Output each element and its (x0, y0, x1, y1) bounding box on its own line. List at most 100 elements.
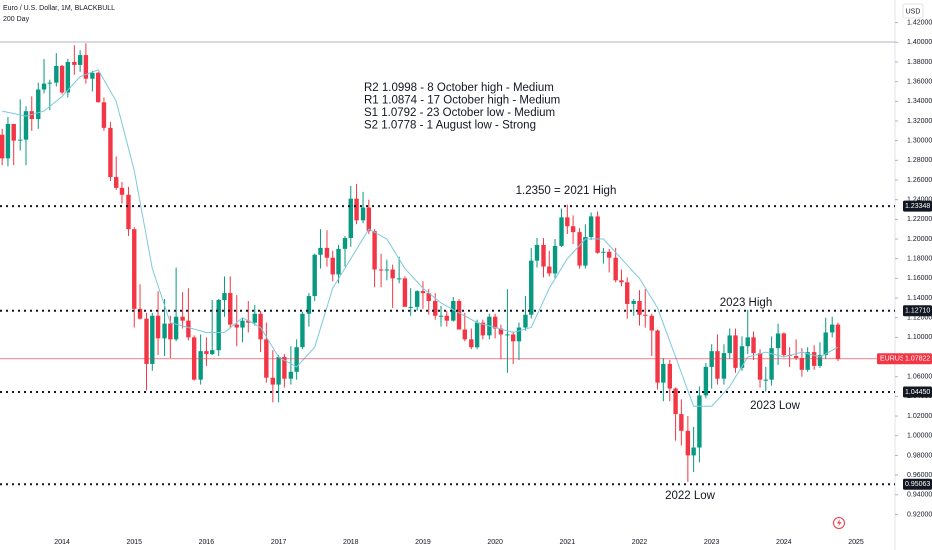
candle-body (384, 269, 390, 271)
candle-body (173, 316, 179, 340)
candle-body (126, 194, 131, 230)
y-tick-label: 0.98000 (907, 452, 932, 459)
y-tick-label: 1.22000 (907, 216, 932, 223)
candle-body (823, 332, 828, 356)
x-tick-label: 2020 (487, 539, 503, 546)
candle-body (745, 337, 750, 347)
candle-body (324, 247, 330, 258)
candle-body (817, 355, 823, 366)
candle-body (108, 127, 113, 178)
candle-body (18, 139, 23, 141)
candle-body (282, 357, 287, 379)
candle-body (619, 280, 624, 283)
candle-body (258, 313, 263, 340)
candle-body (396, 278, 402, 280)
candle-body (456, 300, 462, 330)
annotation: 1.2350 = 2021 High (516, 185, 617, 197)
annotation: R2 1.0998 - 8 October high - Medium (364, 82, 554, 94)
level-label-box (903, 200, 932, 212)
y-tick-label: 1.16000 (907, 275, 932, 282)
x-tick-label: 2018 (343, 539, 359, 546)
chart-title: Euro / U.S. Dollar, 1M, BLACKBULL (3, 5, 115, 12)
symbol-label: EURUSD (880, 356, 910, 363)
candle-body (799, 358, 805, 370)
candle-body (95, 72, 101, 103)
x-tick-label: 2019 (415, 539, 431, 546)
candle-body (547, 266, 552, 274)
candle-body (246, 320, 251, 323)
candle-body (510, 334, 516, 342)
candle-body (137, 308, 143, 319)
alert-icon[interactable] (833, 517, 845, 529)
candle-body (132, 229, 137, 309)
y-tick-label: 1.36000 (907, 78, 932, 85)
candle-body (294, 347, 299, 372)
indicator-label: 200 Day (3, 16, 30, 23)
candle-body (234, 324, 239, 328)
currency: USD (906, 8, 921, 15)
candle-body (462, 329, 468, 340)
candle-body (306, 296, 312, 314)
symbol-box (877, 353, 904, 365)
y-tick-label: 1.12000 (907, 315, 932, 322)
annotation: 2022 Low (665, 490, 716, 502)
annotation: S1 1.0792 - 23 October low - Medium (364, 107, 555, 119)
candle-body (270, 377, 276, 385)
y-tick-label: 1.24000 (907, 197, 932, 204)
annotation: S2 1.0778 - 1 August low - Strong (364, 120, 536, 132)
candle-body (54, 65, 59, 83)
candle-body (679, 414, 684, 431)
candle-body (23, 111, 29, 140)
candle-body (276, 357, 281, 385)
candle-body (47, 82, 53, 84)
level-label: 1.12710 (905, 308, 930, 315)
y-tick-label: 1.40000 (907, 39, 932, 46)
candle-body (451, 300, 456, 321)
y-tick-label: 1.06000 (907, 374, 932, 381)
candle-body (588, 216, 594, 238)
candle-body (144, 318, 149, 364)
candle-body (150, 315, 155, 364)
candle-body (444, 315, 449, 321)
candle-body (360, 207, 366, 221)
candle-body (210, 350, 215, 355)
candle-body (703, 366, 709, 396)
y-tick-label: 1.38000 (907, 59, 932, 66)
candle-body (523, 314, 528, 328)
candle-body (516, 327, 522, 342)
candle-body (155, 315, 161, 339)
y-tick-label: 1.30000 (907, 137, 932, 144)
candle-body (336, 248, 341, 275)
candle-body (426, 293, 431, 301)
y-tick-label: 0.94000 (907, 492, 932, 499)
candle-body (438, 315, 444, 317)
last-price-label: 1.07822 (905, 356, 930, 363)
candle-body (559, 217, 564, 246)
candle-body (763, 379, 769, 381)
candle-body (204, 351, 209, 355)
candle-body (29, 111, 34, 120)
candle-body (59, 65, 65, 93)
candle-body (805, 352, 810, 370)
candle-body (643, 314, 648, 316)
y-tick-label: 1.18000 (907, 256, 932, 263)
last-price-box (903, 353, 932, 365)
x-tick-label: 2016 (199, 539, 215, 546)
currency-box[interactable] (902, 3, 924, 19)
y-tick-label: 1.32000 (907, 118, 932, 125)
candle-body (541, 244, 546, 267)
candle-body (480, 322, 486, 336)
candle-body (721, 353, 727, 379)
candle-body (469, 339, 474, 348)
candle-body (793, 356, 799, 359)
candle-body (534, 244, 540, 261)
y-tick-label: 1.34000 (907, 98, 932, 105)
candle-body (835, 324, 841, 360)
candle-body (685, 430, 691, 456)
candle-body (36, 89, 41, 120)
candle-body (366, 207, 372, 232)
candle-body (318, 247, 323, 255)
candle-body (402, 278, 408, 307)
